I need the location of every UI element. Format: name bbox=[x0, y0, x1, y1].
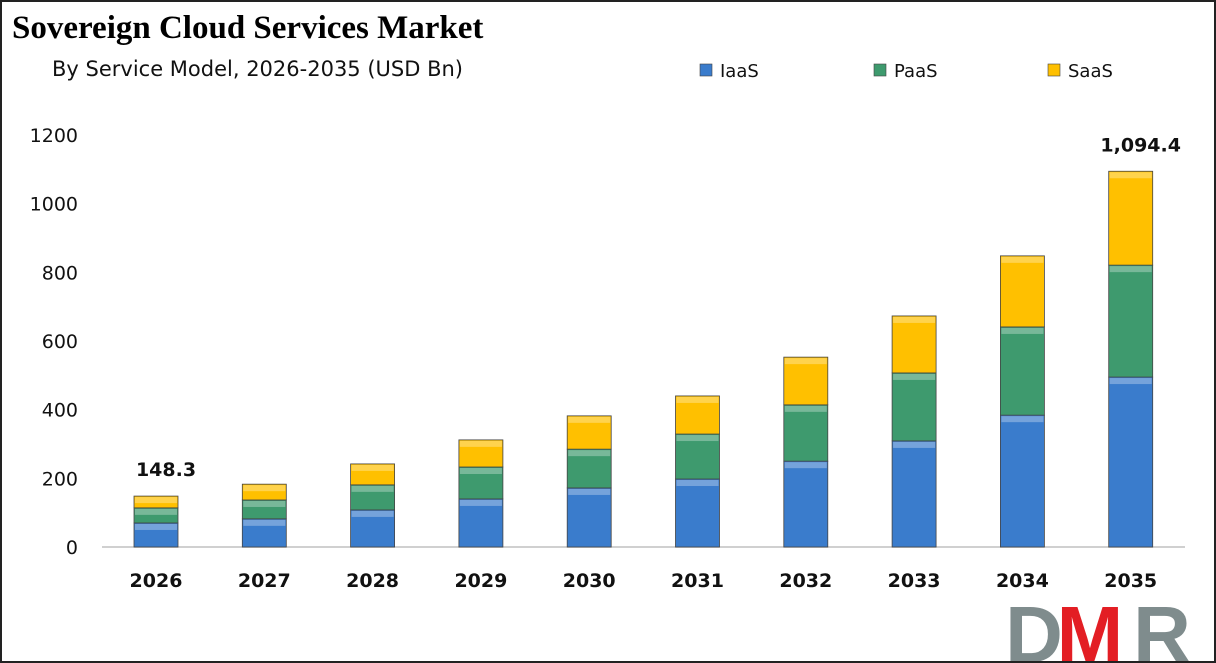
logo-letter: D bbox=[1005, 590, 1063, 663]
bar-highlight bbox=[243, 519, 286, 526]
bar-paas-2031 bbox=[675, 433, 720, 480]
bar-highlight bbox=[243, 500, 286, 507]
bar-saas-2026 bbox=[133, 495, 179, 509]
bar-iaas-2035 bbox=[1108, 376, 1154, 548]
bar-iaas-2030 bbox=[566, 487, 612, 548]
chart-title: Sovereign Cloud Services Market bbox=[12, 10, 484, 46]
bar-paas-2032 bbox=[783, 404, 829, 462]
bar-highlight bbox=[568, 488, 611, 495]
legend-swatch-iaas bbox=[699, 63, 713, 77]
bar-highlight bbox=[784, 405, 827, 412]
bar-highlight bbox=[351, 510, 394, 517]
x-tick-label: 2026 bbox=[130, 570, 183, 592]
bar-highlight bbox=[1001, 327, 1044, 334]
bar-saas-2030 bbox=[566, 415, 612, 450]
bar-highlight bbox=[893, 441, 936, 448]
x-tick-label: 2032 bbox=[779, 570, 832, 592]
data-label: 1,094.4 bbox=[1100, 134, 1181, 156]
bar-iaas-2032 bbox=[783, 460, 829, 548]
bar-saas-2032 bbox=[783, 356, 829, 406]
bar-highlight bbox=[459, 499, 502, 506]
bar-highlight bbox=[135, 508, 177, 515]
bar-iaas-2027 bbox=[241, 518, 287, 548]
dmr-logo: DM R bbox=[1005, 590, 1191, 663]
bar-saas-2029 bbox=[458, 439, 504, 468]
legend-label-iaas: IaaS bbox=[720, 61, 759, 82]
logo-letter: R bbox=[1133, 590, 1191, 663]
bar-highlight bbox=[676, 480, 719, 487]
bar-saas-2027 bbox=[241, 483, 287, 501]
legend-swatch-paas bbox=[873, 63, 887, 77]
x-tick-label: 2034 bbox=[996, 570, 1049, 592]
bar-highlight bbox=[568, 416, 611, 423]
bar-paas-2029 bbox=[458, 466, 504, 500]
bar-highlight bbox=[1001, 256, 1044, 263]
bar-highlight bbox=[351, 485, 394, 492]
bar-saas-2028 bbox=[350, 463, 396, 486]
logo-letter: M bbox=[1057, 590, 1124, 663]
bar-highlight bbox=[135, 523, 177, 530]
y-tick-label: 1000 bbox=[30, 194, 78, 216]
bar-saas-2034 bbox=[1000, 255, 1045, 328]
bar-highlight bbox=[784, 462, 827, 469]
bar-highlight bbox=[676, 396, 719, 403]
bar-highlight bbox=[135, 497, 177, 504]
x-tick-label: 2029 bbox=[454, 570, 507, 592]
legend-swatch-saas bbox=[1047, 63, 1061, 77]
bar-iaas-2029 bbox=[458, 498, 504, 548]
bar-iaas-2033 bbox=[891, 440, 937, 548]
chart-subtitle: By Service Model, 2026-2035 (USD Bn) bbox=[52, 57, 463, 81]
y-tick-label: 400 bbox=[42, 400, 78, 422]
bar-highlight bbox=[459, 440, 502, 447]
bar-paas-2034 bbox=[1000, 326, 1045, 416]
bar-paas-2035 bbox=[1108, 264, 1154, 378]
bar-highlight bbox=[568, 450, 611, 457]
bar-paas-2033 bbox=[891, 372, 937, 442]
bar-highlight bbox=[1001, 416, 1044, 423]
bar-saas-2031 bbox=[675, 395, 720, 435]
data-label: 148.3 bbox=[136, 459, 196, 481]
bar-highlight bbox=[676, 435, 719, 442]
bar-highlight bbox=[1109, 378, 1152, 385]
bar-paas-2028 bbox=[350, 484, 396, 511]
bar-highlight bbox=[1109, 172, 1152, 179]
bar-saas-2033 bbox=[891, 315, 937, 374]
bar-iaas-2034 bbox=[1000, 414, 1045, 548]
x-tick-label: 2031 bbox=[671, 570, 724, 592]
legend-label-paas: PaaS bbox=[894, 61, 938, 82]
bar-iaas-2026 bbox=[133, 522, 179, 548]
bar-highlight bbox=[351, 464, 394, 471]
y-tick-label: 0 bbox=[66, 537, 78, 559]
bar-highlight bbox=[893, 373, 936, 380]
bar-highlight bbox=[1109, 266, 1152, 273]
bar-highlight bbox=[784, 358, 827, 365]
legend-label-saas: SaaS bbox=[1068, 61, 1113, 82]
bar-highlight bbox=[243, 485, 286, 492]
bar-iaas-2031 bbox=[675, 478, 720, 548]
bar-highlight bbox=[893, 316, 936, 323]
x-tick-label: 2035 bbox=[1104, 570, 1157, 592]
x-tick-label: 2028 bbox=[346, 570, 399, 592]
y-tick-label: 600 bbox=[42, 331, 78, 353]
y-tick-label: 200 bbox=[42, 468, 78, 490]
x-tick-label: 2027 bbox=[238, 570, 291, 592]
y-tick-label: 800 bbox=[42, 262, 78, 284]
bar-highlight bbox=[459, 468, 502, 475]
x-tick-label: 2033 bbox=[888, 570, 941, 592]
x-tick-label: 2030 bbox=[563, 570, 616, 592]
bar-saas-2035 bbox=[1108, 170, 1154, 266]
y-tick-label: 1200 bbox=[30, 125, 78, 147]
